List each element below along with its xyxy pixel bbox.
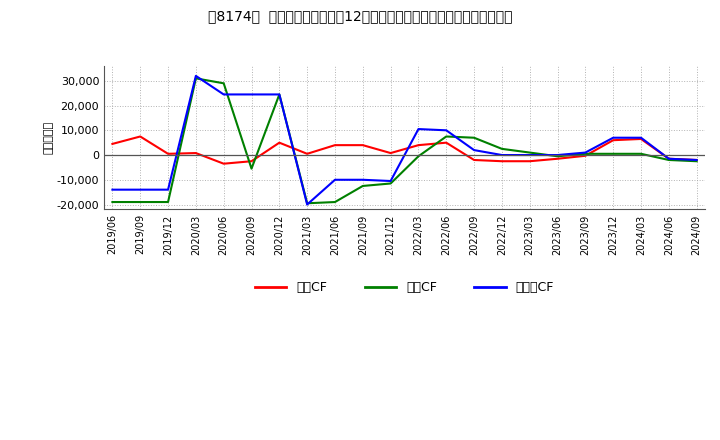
営業CF: [665, 156, 673, 161]
投賃CF: [247, 166, 256, 171]
フリーCF: [665, 156, 673, 161]
投賃CF: [693, 158, 701, 164]
投賃CF: [469, 135, 478, 140]
投賃CF: [303, 201, 312, 206]
フリーCF: [275, 92, 284, 97]
フリーCF: [636, 135, 645, 140]
投賃CF: [581, 151, 590, 157]
営業CF: [498, 158, 506, 164]
営業CF: [526, 158, 534, 164]
投賃CF: [275, 92, 284, 97]
投賃CF: [387, 181, 395, 186]
投賃CF: [553, 154, 562, 159]
営業CF: [303, 151, 312, 157]
投賃CF: [665, 158, 673, 163]
フリーCF: [414, 126, 423, 132]
フリーCF: [303, 202, 312, 207]
営業CF: [275, 140, 284, 145]
Legend: 営業CF, 投賃CF, フリーCF: 営業CF, 投賃CF, フリーCF: [250, 276, 559, 299]
営業CF: [220, 161, 228, 166]
Text: ［8174］  キャッシュフローの12か月移動合計の対前年同期増減額の推移: ［8174］ キャッシュフローの12か月移動合計の対前年同期増減額の推移: [208, 9, 512, 23]
営業CF: [442, 140, 451, 145]
フリーCF: [220, 92, 228, 97]
フリーCF: [247, 92, 256, 97]
投賃CF: [636, 151, 645, 157]
営業CF: [163, 151, 172, 157]
投賃CF: [330, 199, 339, 205]
Y-axis label: （百万円）: （百万円）: [44, 121, 54, 154]
投賃CF: [609, 151, 618, 157]
フリーCF: [359, 177, 367, 183]
営業CF: [581, 153, 590, 158]
フリーCF: [609, 135, 618, 140]
投賃CF: [414, 154, 423, 159]
Line: 営業CF: 営業CF: [112, 136, 697, 164]
Line: フリーCF: フリーCF: [112, 76, 697, 205]
フリーCF: [581, 150, 590, 155]
フリーCF: [553, 152, 562, 158]
フリーCF: [387, 178, 395, 183]
Line: 投賃CF: 投賃CF: [112, 78, 697, 203]
営業CF: [192, 150, 200, 156]
フリーCF: [693, 158, 701, 163]
営業CF: [359, 143, 367, 148]
営業CF: [693, 158, 701, 163]
営業CF: [469, 158, 478, 163]
投賃CF: [526, 150, 534, 155]
営業CF: [636, 136, 645, 142]
投賃CF: [220, 81, 228, 86]
投賃CF: [359, 183, 367, 189]
投賃CF: [163, 199, 172, 205]
営業CF: [387, 150, 395, 156]
フリーCF: [442, 128, 451, 133]
投賃CF: [192, 76, 200, 81]
投賃CF: [136, 199, 145, 205]
営業CF: [247, 158, 256, 164]
フリーCF: [108, 187, 117, 192]
営業CF: [414, 143, 423, 148]
フリーCF: [192, 73, 200, 78]
営業CF: [609, 138, 618, 143]
フリーCF: [330, 177, 339, 183]
投賃CF: [442, 134, 451, 139]
投賃CF: [498, 146, 506, 151]
フリーCF: [136, 187, 145, 192]
フリーCF: [163, 187, 172, 192]
営業CF: [330, 143, 339, 148]
営業CF: [108, 141, 117, 147]
営業CF: [136, 134, 145, 139]
フリーCF: [469, 147, 478, 153]
フリーCF: [498, 152, 506, 158]
投賃CF: [108, 199, 117, 205]
営業CF: [553, 156, 562, 161]
フリーCF: [526, 152, 534, 158]
